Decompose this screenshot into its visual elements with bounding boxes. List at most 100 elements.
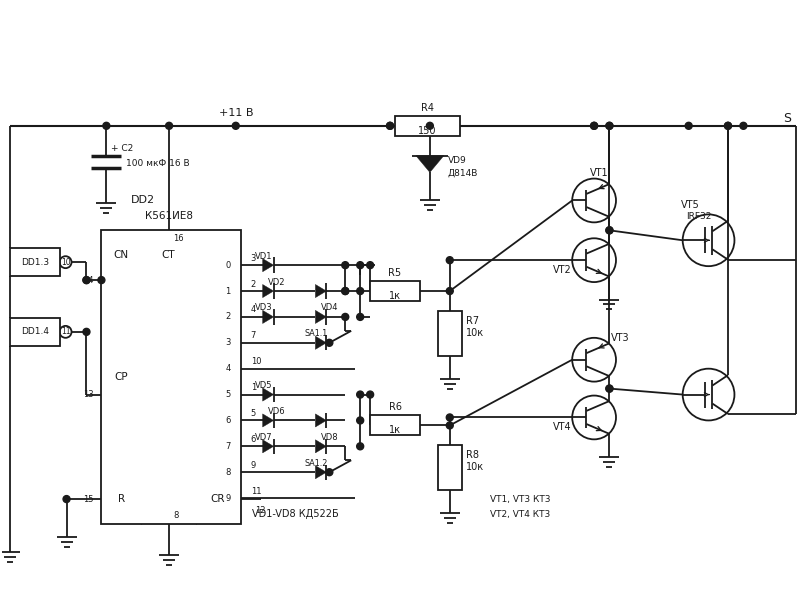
Circle shape bbox=[446, 287, 454, 295]
Text: 3: 3 bbox=[250, 254, 256, 263]
Circle shape bbox=[446, 414, 454, 421]
Polygon shape bbox=[262, 414, 274, 427]
Polygon shape bbox=[262, 310, 274, 323]
Text: 5: 5 bbox=[226, 390, 230, 399]
Circle shape bbox=[357, 443, 364, 450]
Text: 1к: 1к bbox=[389, 291, 401, 301]
Bar bbox=[10, 248, 59, 276]
Text: R: R bbox=[118, 494, 125, 504]
Text: 6: 6 bbox=[226, 416, 230, 425]
Circle shape bbox=[342, 262, 349, 269]
Text: CR: CR bbox=[210, 494, 225, 504]
Text: VD7: VD7 bbox=[255, 433, 273, 442]
Circle shape bbox=[606, 385, 613, 392]
Text: 3: 3 bbox=[226, 338, 230, 347]
Text: 13: 13 bbox=[83, 390, 94, 399]
Bar bbox=[102, 230, 241, 524]
Circle shape bbox=[386, 122, 394, 129]
Text: 10к: 10к bbox=[466, 462, 484, 472]
Text: R5: R5 bbox=[389, 268, 402, 278]
Text: VT3: VT3 bbox=[610, 333, 630, 343]
Text: 100 мкФ 16 В: 100 мкФ 16 В bbox=[126, 159, 190, 168]
Circle shape bbox=[342, 287, 349, 295]
Bar bbox=[10, 318, 59, 346]
Text: CP: CP bbox=[114, 371, 128, 382]
Circle shape bbox=[446, 257, 454, 263]
Text: VT4: VT4 bbox=[553, 422, 571, 433]
Polygon shape bbox=[315, 414, 326, 427]
Circle shape bbox=[103, 122, 110, 129]
Circle shape bbox=[98, 277, 105, 284]
Circle shape bbox=[725, 122, 731, 129]
Circle shape bbox=[83, 277, 90, 284]
Text: 16: 16 bbox=[173, 234, 184, 243]
Circle shape bbox=[342, 287, 349, 295]
Text: +11 В: +11 В bbox=[218, 108, 253, 118]
Text: SA1.1: SA1.1 bbox=[305, 329, 328, 338]
Circle shape bbox=[366, 391, 374, 398]
Text: 14: 14 bbox=[83, 275, 94, 284]
Circle shape bbox=[357, 391, 364, 398]
Text: VD3: VD3 bbox=[255, 304, 273, 313]
Bar bbox=[370, 415, 420, 436]
Text: 9: 9 bbox=[226, 494, 230, 503]
Circle shape bbox=[606, 227, 613, 234]
Bar bbox=[438, 445, 462, 490]
Circle shape bbox=[590, 122, 598, 129]
Text: VT5: VT5 bbox=[682, 200, 700, 211]
Text: 11: 11 bbox=[250, 487, 261, 496]
Text: 8: 8 bbox=[173, 511, 178, 520]
Text: VT1: VT1 bbox=[590, 167, 608, 178]
Text: VD9: VD9 bbox=[448, 156, 466, 165]
Text: 2: 2 bbox=[226, 313, 230, 322]
Circle shape bbox=[740, 122, 747, 129]
Text: VT2: VT2 bbox=[553, 265, 572, 275]
Polygon shape bbox=[315, 440, 326, 453]
Polygon shape bbox=[262, 388, 274, 401]
Text: 150: 150 bbox=[418, 126, 437, 136]
Circle shape bbox=[606, 385, 613, 392]
Circle shape bbox=[166, 122, 173, 129]
Polygon shape bbox=[262, 440, 274, 453]
Bar bbox=[370, 281, 420, 301]
Text: Д814В: Д814В bbox=[448, 169, 478, 178]
Text: IRF32: IRF32 bbox=[686, 212, 711, 221]
Text: R8: R8 bbox=[466, 450, 478, 460]
Circle shape bbox=[326, 469, 333, 476]
Text: VT2, VT4 КТ3: VT2, VT4 КТ3 bbox=[490, 509, 550, 518]
Text: DD1.4: DD1.4 bbox=[21, 328, 49, 337]
Text: 1к: 1к bbox=[389, 425, 401, 436]
Text: 2: 2 bbox=[250, 280, 256, 289]
Circle shape bbox=[366, 262, 374, 269]
Circle shape bbox=[63, 496, 70, 503]
Circle shape bbox=[357, 262, 364, 269]
Polygon shape bbox=[315, 466, 326, 479]
Text: CN: CN bbox=[114, 250, 129, 260]
Text: 10: 10 bbox=[250, 357, 261, 366]
Circle shape bbox=[357, 287, 364, 295]
Circle shape bbox=[342, 313, 349, 320]
Circle shape bbox=[83, 328, 90, 335]
Text: 11: 11 bbox=[61, 328, 70, 337]
Circle shape bbox=[357, 417, 364, 424]
Text: 12: 12 bbox=[254, 506, 265, 515]
Circle shape bbox=[232, 122, 239, 129]
Text: DD1.3: DD1.3 bbox=[21, 257, 49, 266]
Text: SA1.2: SA1.2 bbox=[305, 459, 328, 468]
Bar bbox=[395, 116, 460, 136]
Polygon shape bbox=[262, 259, 274, 272]
Polygon shape bbox=[315, 284, 326, 298]
Text: VD1: VD1 bbox=[255, 252, 272, 261]
Text: VD2: VD2 bbox=[268, 278, 286, 287]
Text: VD8: VD8 bbox=[321, 433, 338, 442]
Text: S: S bbox=[783, 112, 791, 125]
Text: R7: R7 bbox=[466, 316, 479, 326]
Circle shape bbox=[426, 122, 434, 129]
Text: VT1, VT3 КТ3: VT1, VT3 КТ3 bbox=[490, 494, 550, 503]
Circle shape bbox=[83, 277, 90, 284]
Circle shape bbox=[725, 122, 731, 129]
Text: 9: 9 bbox=[250, 461, 256, 470]
Text: 1: 1 bbox=[226, 287, 230, 296]
Circle shape bbox=[590, 122, 598, 129]
Text: 8: 8 bbox=[226, 467, 230, 476]
